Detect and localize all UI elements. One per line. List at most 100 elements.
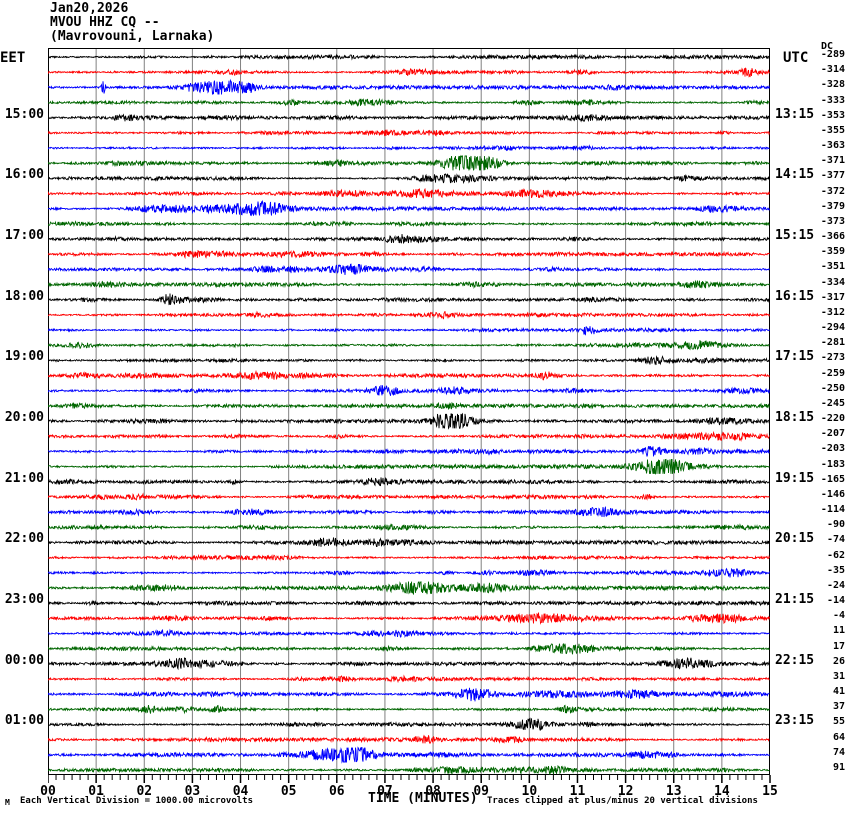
- dc-offset-value: 41: [832, 686, 845, 698]
- dc-offset-value: 74: [832, 746, 845, 758]
- plot-border: [48, 48, 770, 775]
- dc-offset-value: -259: [820, 367, 845, 379]
- seismic-trace-row-16: [48, 279, 770, 289]
- scale-note: Each Vertical Division = 1000.00 microvo…: [20, 796, 253, 806]
- seismic-trace-row-35: [48, 567, 770, 578]
- eet-hour-label: 15:00: [4, 106, 44, 122]
- seismic-trace-row-47: [48, 746, 770, 764]
- utc-hour-label: 22:15: [775, 652, 815, 668]
- seismic-trace-row-37: [48, 599, 770, 607]
- dc-offset-value: 31: [832, 670, 845, 682]
- dc-offset-value: -366: [820, 231, 845, 243]
- x-tick-label: 01: [88, 784, 104, 799]
- seismic-trace-row-14: [48, 249, 770, 260]
- dc-offset-value: 26: [832, 655, 845, 667]
- dc-offset-value: -334: [820, 276, 845, 288]
- x-axis-ticks: [48, 775, 771, 783]
- seismic-trace-row-10: [48, 187, 770, 199]
- dc-offset-value: -355: [820, 124, 845, 136]
- dc-offset-value: -273: [820, 352, 845, 364]
- dc-offset-value: -281: [820, 337, 845, 349]
- header-station: MVOU HHZ CQ --: [50, 15, 160, 30]
- dc-offset-value: -90: [826, 519, 845, 531]
- seismic-trace-row-22: [48, 369, 770, 381]
- seismic-trace-row-21: [48, 355, 770, 366]
- seismogram-plot: [48, 48, 770, 775]
- seismic-trace-row-30: [48, 492, 770, 501]
- utc-hour-label: 18:15: [775, 410, 815, 426]
- dc-offset-value: -207: [820, 428, 845, 440]
- dc-offset-value: -351: [820, 261, 845, 273]
- x-tick-label: 15: [762, 784, 778, 799]
- eet-hour-label: 18:00: [4, 288, 44, 304]
- dc-offset-value: -183: [820, 458, 845, 470]
- seismic-trace-row-46: [48, 734, 770, 745]
- seismic-trace-row-6: [48, 129, 770, 137]
- seismic-trace-row-42: [48, 674, 770, 684]
- seismic-trace-row-7: [48, 144, 770, 152]
- x-tick-label: 12: [617, 784, 634, 799]
- dc-offset-value: 11: [832, 625, 845, 637]
- x-tick-label: 05: [280, 784, 297, 799]
- seismic-trace-row-15: [48, 263, 770, 275]
- x-tick-label: 08: [425, 784, 441, 799]
- dc-offset-value: -114: [820, 504, 845, 516]
- seismic-trace-row-23: [48, 385, 770, 396]
- dc-offset-value: 37: [832, 701, 845, 713]
- seismic-trace-row-28: [48, 458, 770, 475]
- seismic-trace-row-33: [48, 537, 770, 548]
- seismic-trace-row-44: [48, 704, 770, 715]
- dc-offset-value: -328: [820, 79, 845, 91]
- seismic-trace-row-4: [48, 97, 770, 107]
- seismic-trace-row-19: [48, 326, 770, 336]
- right-timezone-label: UTC: [783, 50, 809, 66]
- dc-offset-value: -372: [820, 185, 845, 197]
- dc-offset-value: -371: [820, 155, 845, 167]
- dc-offset-value: -377: [820, 170, 845, 182]
- utc-hour-label: 17:15: [775, 349, 815, 365]
- dc-offset-value: -289: [820, 49, 845, 60]
- seismic-trace-row-45: [48, 717, 770, 731]
- eet-hour-label: 19:00: [4, 349, 44, 365]
- dc-offset-value: 64: [832, 731, 845, 743]
- dc-offset-value: -373: [820, 215, 845, 227]
- dc-offset-value: -317: [820, 291, 845, 303]
- dc-offset-value: -203: [820, 443, 845, 455]
- dc-offset-value: -146: [820, 488, 845, 500]
- utc-hour-label: 14:15: [775, 167, 815, 183]
- left-timezone-label: EET: [0, 50, 26, 66]
- x-tick-label: 04: [232, 784, 249, 799]
- seismic-trace-row-41: [48, 656, 770, 671]
- clip-note: Traces clipped at plus/minus 20 vertical…: [487, 796, 758, 806]
- dc-offset-value: -24: [826, 579, 845, 591]
- seismic-trace-row-31: [48, 506, 770, 518]
- dc-offset-value: -4: [832, 610, 845, 622]
- seismic-trace-row-5: [48, 113, 770, 123]
- x-tick-label: 07: [377, 784, 393, 799]
- eet-hour-label: 21:00: [4, 470, 44, 486]
- seismic-trace-row-29: [48, 477, 770, 487]
- x-tick-label: 03: [184, 784, 201, 799]
- dc-offset-value: -359: [820, 246, 845, 258]
- seismic-trace-row-24: [48, 401, 770, 410]
- header-location: (Mavrovouni, Larnaka): [50, 29, 215, 44]
- x-tick-label: 06: [328, 784, 345, 799]
- utc-hour-label: 19:15: [775, 470, 815, 486]
- dc-offset-value: -245: [820, 397, 845, 409]
- dc-offset-value: -312: [820, 306, 845, 318]
- dc-offset-value: -333: [820, 94, 845, 106]
- dc-offset-value: -14: [826, 595, 845, 607]
- eet-hour-label: 00:00: [4, 652, 44, 668]
- dc-offset-value: -74: [826, 534, 845, 546]
- seismic-trace-row-34: [48, 553, 770, 562]
- x-tick-label: 09: [473, 784, 490, 799]
- x-tick-label: 14: [714, 784, 730, 799]
- dc-offset-value: -250: [820, 382, 845, 394]
- seismic-trace-row-18: [48, 310, 770, 320]
- dc-offset-value: 91: [832, 762, 845, 773]
- eet-hour-label: 17:00: [4, 228, 44, 244]
- seismic-trace-row-36: [48, 581, 770, 595]
- x-axis-title: TIME (MINUTES): [368, 791, 478, 806]
- seismic-trace-row-26: [48, 430, 770, 442]
